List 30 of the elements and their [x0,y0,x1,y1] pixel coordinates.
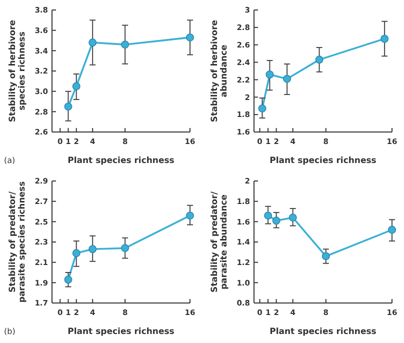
point [186,212,194,220]
x-axis-title: Plant species richness [68,327,174,337]
point [388,226,396,234]
y-axis-title: Stability of predator/ parasite abundance [210,190,230,292]
point [64,276,72,284]
point [88,38,97,47]
y-axis-title: Stability of predator/ parasite species richness [8,181,28,303]
x-axis-title: Plant species richness [270,156,376,166]
point [121,40,130,49]
point [258,104,266,112]
x-axis-title: Plant species richness [68,156,174,166]
point [88,245,97,254]
point [266,70,274,78]
point [121,244,130,252]
point [64,102,72,111]
point [272,216,280,225]
x-axis-title: Plant species richness [270,327,376,337]
point [283,74,292,83]
y-axis-title: Stability of herbivore abundance [210,20,230,122]
point [315,56,324,64]
point [288,214,297,222]
point [72,82,80,90]
point [186,33,194,42]
text: (a) [4,156,16,165]
text: (b) [4,327,16,336]
point [380,34,389,43]
y-axis-title: Stability of herbivore species richness [8,20,28,122]
point [264,212,272,220]
point [72,249,80,258]
point [322,252,330,260]
